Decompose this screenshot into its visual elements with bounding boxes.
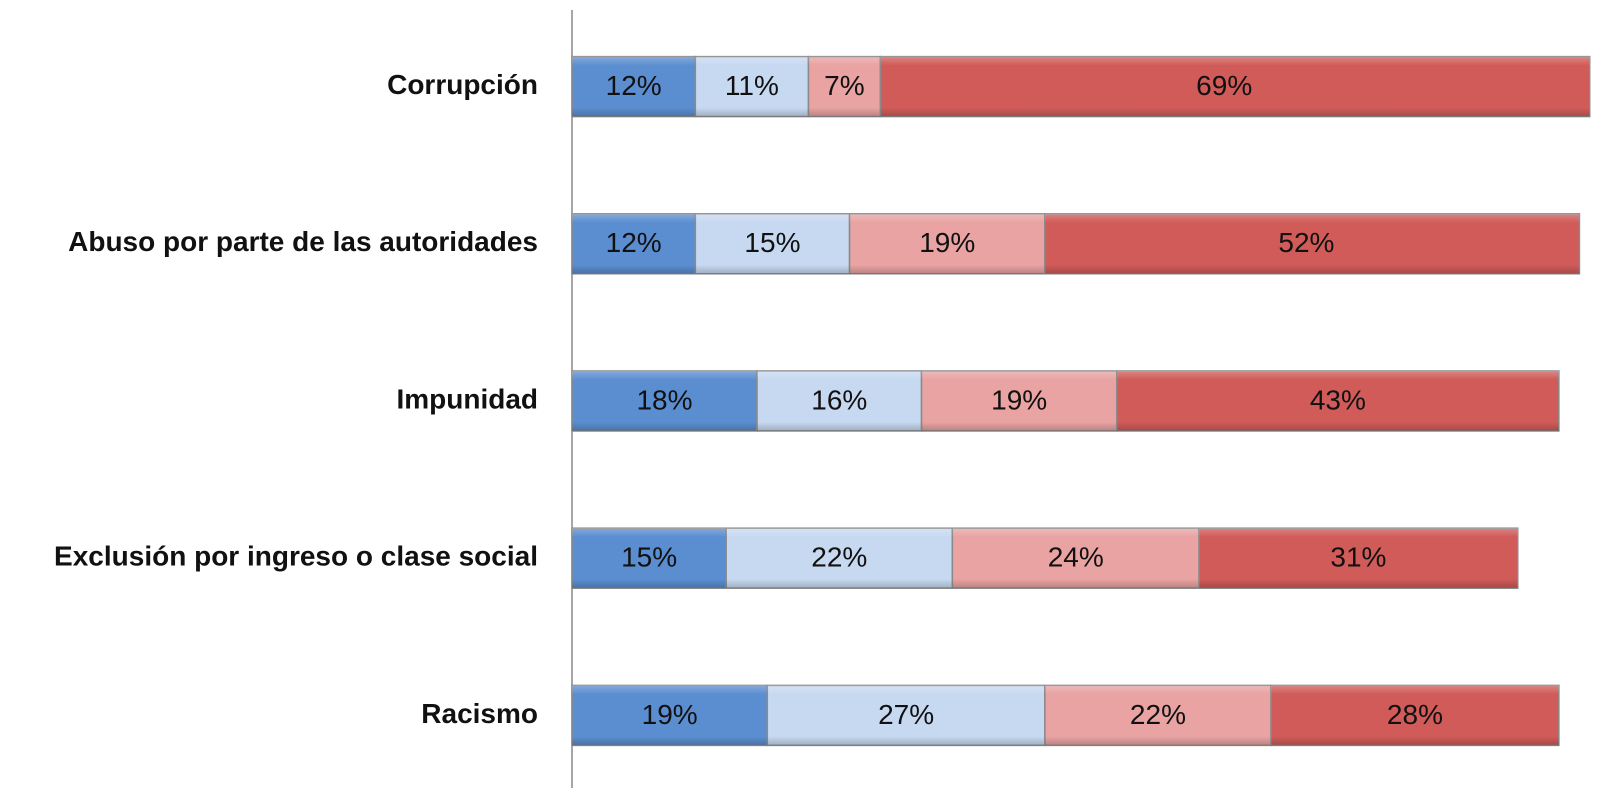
value-label: 19% <box>919 227 975 258</box>
value-label: 22% <box>811 542 867 573</box>
value-label: 19% <box>991 384 1047 415</box>
value-label: 31% <box>1330 542 1386 573</box>
value-label: 18% <box>636 384 692 415</box>
value-label: 15% <box>621 542 677 573</box>
value-label: 16% <box>811 384 867 415</box>
category-label: Impunidad <box>396 383 538 414</box>
category-label: Corrupción <box>387 69 538 100</box>
value-label: 19% <box>642 699 698 730</box>
value-label: 11% <box>725 70 779 101</box>
value-label: 69% <box>1196 70 1252 101</box>
value-label: 28% <box>1387 699 1443 730</box>
category-label: Racismo <box>421 698 538 729</box>
category-label: Exclusión por ingreso o clase social <box>54 541 538 572</box>
value-label: 24% <box>1048 542 1104 573</box>
category-label: Abuso por parte de las autoridades <box>68 226 538 257</box>
value-label: 52% <box>1278 227 1334 258</box>
value-label: 43% <box>1310 384 1366 415</box>
value-label: 12% <box>606 70 662 101</box>
value-label: 27% <box>878 699 934 730</box>
value-label: 22% <box>1130 699 1186 730</box>
value-label: 7% <box>824 70 864 101</box>
value-label: 12% <box>606 227 662 258</box>
value-label: 15% <box>744 227 800 258</box>
